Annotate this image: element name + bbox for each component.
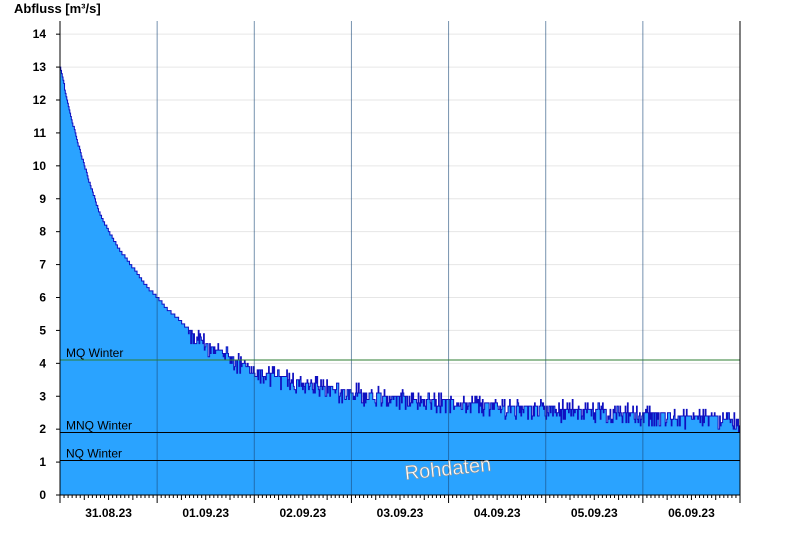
reference-line-label: NQ Winter — [66, 446, 122, 460]
y-tick-label: 9 — [39, 192, 46, 206]
reference-line-label: MNQ Winter — [66, 418, 132, 432]
y-tick-label: 12 — [33, 93, 47, 107]
x-tick-label: 05.09.23 — [571, 506, 618, 520]
x-tick-label: 04.09.23 — [474, 506, 521, 520]
y-axis-label: Abfluss [m³/s] — [14, 1, 101, 16]
y-tick-label: 5 — [39, 323, 46, 337]
y-tick-label: 3 — [39, 389, 46, 403]
x-tick-label: 31.08.23 — [85, 506, 132, 520]
x-tick-label: 02.09.23 — [279, 506, 326, 520]
y-tick-label: 14 — [33, 27, 47, 41]
y-tick-label: 1 — [39, 455, 46, 469]
y-tick-label: 8 — [39, 225, 46, 239]
y-tick-label: 2 — [39, 422, 46, 436]
x-tick-label: 01.09.23 — [182, 506, 229, 520]
y-tick-label: 4 — [39, 356, 46, 370]
y-tick-label: 0 — [39, 488, 46, 502]
y-tick-label: 10 — [33, 159, 47, 173]
discharge-area — [60, 67, 740, 495]
x-tick-label: 03.09.23 — [377, 506, 424, 520]
reference-line-label: MQ Winter — [66, 346, 123, 360]
y-tick-label: 6 — [39, 291, 46, 305]
y-tick-label: 7 — [39, 258, 46, 272]
x-tick-label: 06.09.23 — [668, 506, 715, 520]
discharge-line — [60, 66, 741, 433]
y-tick-label: 13 — [33, 60, 47, 74]
y-tick-label: 11 — [33, 126, 46, 140]
